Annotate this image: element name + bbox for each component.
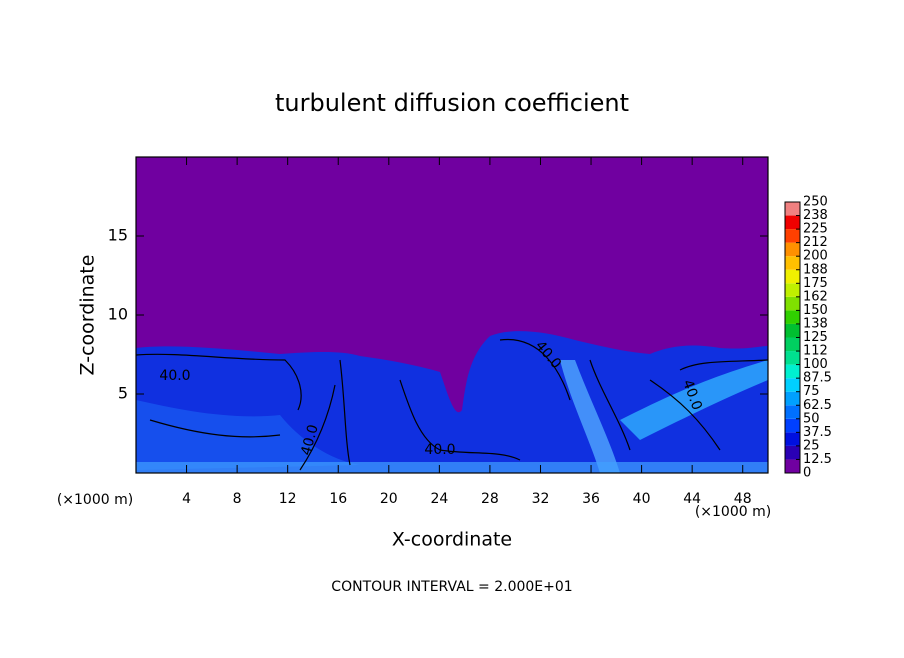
x-tick-label: 16 bbox=[329, 491, 347, 507]
x-tick-label: 24 bbox=[430, 491, 448, 507]
colorbar-cell bbox=[785, 459, 800, 473]
x-tick-label: 4 bbox=[182, 491, 191, 507]
colorbar-label: 75 bbox=[803, 384, 820, 399]
colorbar-label: 12.5 bbox=[803, 452, 832, 467]
colorbar-cell bbox=[785, 378, 800, 392]
x-tick-label: 12 bbox=[279, 491, 297, 507]
y-tick-label: 15 bbox=[108, 226, 128, 245]
colorbar-label: 162 bbox=[803, 289, 828, 304]
x-tick-label: 40 bbox=[633, 491, 651, 507]
y-tick-label: 10 bbox=[108, 305, 128, 324]
colorbar-cell bbox=[785, 229, 800, 243]
colorbar-label: 225 bbox=[803, 222, 828, 237]
colorbar-label: 25 bbox=[803, 438, 820, 453]
colorbar-cell bbox=[785, 391, 800, 406]
y-axis-label: Z-coordinate bbox=[77, 255, 99, 376]
field-region bbox=[136, 462, 768, 473]
colorbar-label: 50 bbox=[803, 411, 820, 426]
colorbar-label: 37.5 bbox=[803, 425, 832, 440]
colorbar-cell bbox=[785, 323, 800, 338]
x-tick-label: 28 bbox=[481, 491, 499, 507]
colorbar-label: 188 bbox=[803, 262, 828, 277]
colorbar-cell bbox=[785, 337, 800, 352]
colorbar-label: 100 bbox=[803, 357, 828, 372]
x-tick-label: 8 bbox=[233, 491, 242, 507]
colorbar-label: 200 bbox=[803, 249, 828, 264]
footer: CONTOUR INTERVAL = 2.000E+01 bbox=[331, 579, 572, 595]
x-axis-label: X-coordinate bbox=[392, 529, 512, 551]
colorbar-label: 175 bbox=[803, 276, 828, 291]
field-region bbox=[136, 400, 360, 470]
x-tick-label: 20 bbox=[380, 491, 398, 507]
colorbar-cell bbox=[785, 283, 800, 297]
colorbar-label: 112 bbox=[803, 344, 828, 359]
colorbar-label: 87.5 bbox=[803, 371, 832, 386]
x-unit: (×1000 m) bbox=[695, 504, 771, 520]
colorbar-cell bbox=[785, 418, 800, 433]
y-tick-label: 5 bbox=[118, 384, 128, 403]
colorbar-cell bbox=[785, 445, 800, 460]
contour-line bbox=[135, 338, 769, 471]
colorbar-cell bbox=[785, 256, 800, 270]
x-unit: (×1000 m) bbox=[57, 492, 133, 508]
colorbar-label: 150 bbox=[803, 303, 828, 318]
colorbar-label: 62.5 bbox=[803, 398, 832, 413]
colorbar-cell bbox=[785, 405, 800, 419]
colorbar-cell bbox=[785, 310, 800, 324]
colorbar-cell bbox=[785, 296, 800, 311]
colorbar-label: 238 bbox=[803, 208, 828, 223]
colorbar-label: 138 bbox=[803, 316, 828, 331]
colorbar-label: 0 bbox=[803, 466, 811, 481]
field bbox=[135, 157, 769, 473]
colorbar-cell bbox=[785, 269, 800, 284]
x-tick-label: 48 bbox=[734, 491, 752, 507]
contour-label: 40.0 bbox=[424, 442, 455, 458]
colorbar-cell bbox=[785, 351, 800, 365]
colorbar-label: 250 bbox=[803, 195, 828, 210]
colorbar-cell bbox=[785, 364, 800, 379]
chart-title: turbulent diffusion coefficient bbox=[275, 89, 629, 117]
contour-label: 40.0 bbox=[298, 423, 322, 457]
colorbar-cell bbox=[785, 432, 800, 446]
x-tick-label: 44 bbox=[683, 491, 701, 507]
x-tick-label: 32 bbox=[532, 491, 550, 507]
field-region bbox=[560, 360, 620, 473]
colorbar-cell bbox=[785, 215, 800, 230]
colorbar-cell bbox=[785, 242, 800, 257]
contour-label: 40.0 bbox=[159, 368, 190, 384]
x-tick-label: 36 bbox=[582, 491, 600, 507]
colorbar-cell bbox=[785, 202, 800, 216]
field-region bbox=[620, 360, 768, 440]
colorbar-label: 125 bbox=[803, 330, 828, 345]
colorbar-label: 212 bbox=[803, 235, 828, 250]
